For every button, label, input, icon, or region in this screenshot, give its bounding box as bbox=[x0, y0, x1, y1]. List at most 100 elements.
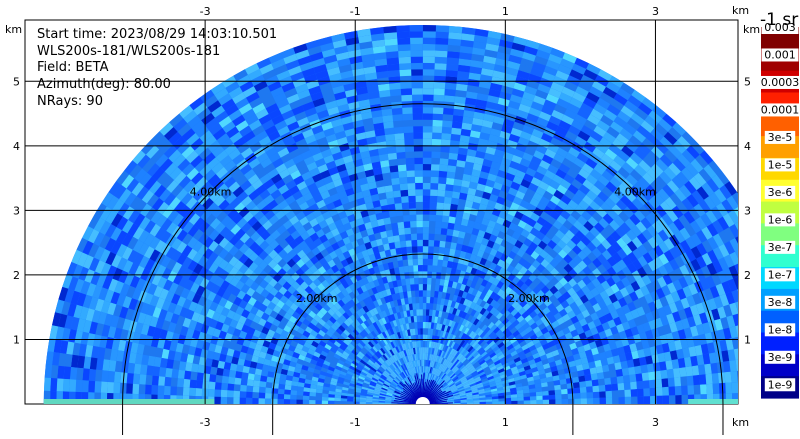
sector-cell bbox=[418, 265, 423, 271]
sector-cell bbox=[492, 401, 498, 404]
sector-cell bbox=[412, 95, 423, 102]
sector-cell bbox=[642, 372, 649, 381]
sector-cell bbox=[402, 209, 409, 216]
sector-cell bbox=[198, 365, 205, 374]
sector-cell bbox=[530, 400, 536, 404]
sector-cell bbox=[407, 253, 413, 260]
sector-cell bbox=[227, 384, 234, 391]
sector-cell bbox=[335, 395, 342, 399]
sector-cell bbox=[692, 365, 699, 375]
sector-cell bbox=[449, 146, 459, 153]
sector-cell bbox=[420, 322, 423, 328]
sector-cell bbox=[429, 227, 435, 234]
sector-cell bbox=[347, 399, 354, 402]
sector-cell bbox=[405, 234, 411, 241]
sector-cell bbox=[411, 240, 417, 247]
sector-cell bbox=[395, 139, 405, 146]
sector-cell bbox=[414, 278, 419, 285]
sector-cell bbox=[641, 365, 649, 374]
sector-cell bbox=[440, 158, 449, 165]
sector-cell bbox=[435, 51, 448, 58]
sector-cell bbox=[252, 392, 259, 398]
sector-cell bbox=[562, 399, 568, 404]
sector-cell bbox=[592, 386, 599, 393]
sector-cell bbox=[259, 387, 266, 393]
sector-cell bbox=[254, 374, 261, 381]
sector-cell bbox=[419, 290, 423, 296]
sector-cell bbox=[153, 366, 160, 376]
sector-cell bbox=[412, 253, 418, 260]
sector-cell bbox=[437, 190, 445, 197]
sector-cell bbox=[191, 363, 199, 372]
sector-cell bbox=[384, 128, 394, 135]
sector-cell bbox=[416, 309, 420, 316]
sector-cell bbox=[416, 303, 420, 310]
sector-cell bbox=[101, 382, 108, 394]
sector-cell bbox=[647, 363, 655, 372]
sector-cell bbox=[388, 70, 400, 77]
sector-cell bbox=[429, 234, 435, 241]
sector-cell bbox=[392, 229, 399, 236]
sector-cell bbox=[387, 198, 395, 205]
sector-cell bbox=[587, 398, 593, 404]
sector-cell bbox=[667, 369, 674, 378]
sector-cell bbox=[372, 402, 378, 404]
sector-cell bbox=[634, 366, 641, 375]
sector-cell bbox=[412, 82, 423, 89]
sector-cell bbox=[542, 386, 549, 391]
sector-cell bbox=[447, 229, 454, 236]
sector-cell bbox=[380, 96, 391, 104]
sector-cell bbox=[413, 113, 423, 120]
sector-cell bbox=[750, 333, 758, 346]
sector-cell bbox=[95, 370, 102, 382]
sector-cell bbox=[561, 389, 568, 395]
sector-cell bbox=[387, 146, 397, 153]
sector-cell bbox=[406, 164, 415, 171]
sector-cell bbox=[748, 357, 756, 369]
sector-cell bbox=[585, 380, 592, 387]
sector-cell bbox=[746, 346, 754, 358]
sector-cell bbox=[266, 377, 273, 383]
sector-cell bbox=[452, 191, 460, 198]
sector-cell bbox=[246, 386, 253, 393]
sector-cell bbox=[415, 297, 419, 304]
sector-cell bbox=[606, 391, 613, 398]
sector-cell bbox=[227, 390, 234, 397]
sector-cell bbox=[568, 399, 574, 404]
sector-cell bbox=[423, 215, 430, 221]
sector-cell bbox=[241, 372, 248, 379]
sector-cell bbox=[172, 369, 179, 378]
sector-cell bbox=[431, 152, 440, 159]
sector-cell bbox=[423, 322, 426, 328]
sector-cell bbox=[427, 284, 432, 291]
sector-cell bbox=[146, 375, 153, 385]
sector-cell bbox=[423, 113, 433, 120]
sector-cell bbox=[423, 366, 424, 372]
sector-cell bbox=[486, 402, 492, 404]
sector-cell bbox=[451, 134, 461, 141]
sector-cell bbox=[410, 278, 415, 285]
sector-cell bbox=[440, 146, 450, 153]
sector-cell bbox=[259, 393, 266, 399]
sector-cell bbox=[449, 153, 458, 160]
sector-cell bbox=[383, 217, 391, 224]
sector-cell bbox=[403, 266, 409, 273]
sector-cell bbox=[448, 216, 455, 223]
sector-cell bbox=[388, 76, 400, 83]
sector-cell bbox=[407, 177, 415, 184]
sector-cell bbox=[618, 390, 625, 397]
sector-cell bbox=[382, 115, 393, 123]
sector-cell bbox=[423, 227, 429, 233]
sector-cell bbox=[242, 366, 249, 373]
sector-cell bbox=[681, 386, 688, 396]
sector-cell bbox=[440, 234, 447, 241]
sector-cell bbox=[423, 126, 433, 132]
sector-cell bbox=[246, 398, 252, 404]
sector-cell bbox=[624, 382, 631, 390]
sector-cell bbox=[428, 246, 434, 253]
sector-cell bbox=[423, 82, 434, 89]
sector-cell bbox=[630, 382, 637, 390]
sector-cell bbox=[386, 140, 396, 147]
sector-cell bbox=[555, 390, 562, 395]
sector-cell bbox=[737, 287, 747, 300]
